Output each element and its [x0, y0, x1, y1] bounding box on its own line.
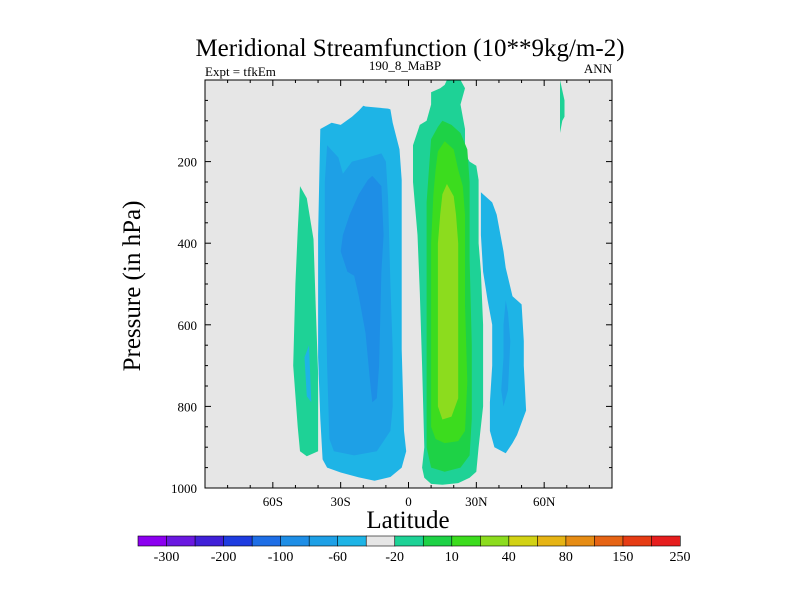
- colorbar-label: -300: [154, 550, 180, 565]
- x-tick-label: 30S: [331, 494, 351, 509]
- colorbar-label: 250: [670, 550, 691, 565]
- x-tick-label: 60N: [533, 494, 556, 509]
- colorbar-label: -60: [328, 550, 347, 565]
- plot-area: 60S 30S 0 30N 60N 200 400 600 800 1000: [171, 79, 613, 509]
- colorbar-swatch: [622, 535, 653, 547]
- colorbar-swatch: [280, 535, 310, 547]
- chart-subtitle-center: 190_8_MaBP: [369, 58, 441, 73]
- colorbar-label: -200: [211, 550, 237, 565]
- colorbar-label: -20: [385, 550, 404, 565]
- colorbar-swatch: [451, 535, 481, 547]
- y-tick-label: 1000: [171, 481, 197, 496]
- colorbar-swatch: [480, 535, 510, 547]
- y-axis-label: Pressure (in hPa): [119, 201, 146, 372]
- axis-ticks: 60S 30S 0 30N 60N 200 400 600 800 1000: [171, 79, 613, 509]
- x-tick-label: 30N: [465, 494, 488, 509]
- colorbar-swatch: [251, 535, 282, 547]
- contour-region: [560, 80, 565, 133]
- colorbar-label: 80: [559, 550, 573, 565]
- colorbar-swatch: [565, 535, 596, 547]
- colorbar-swatch: [137, 535, 168, 547]
- contour-region: [293, 186, 319, 457]
- colorbar-label: 10: [445, 550, 459, 565]
- chart-subtitle-right: ANN: [584, 61, 613, 76]
- y-tick-label: 600: [178, 318, 198, 333]
- x-tick-label: 60S: [263, 494, 283, 509]
- y-tick-label: 200: [178, 155, 198, 170]
- colorbar-swatch: [508, 535, 538, 547]
- colorbar-label: 150: [612, 550, 633, 565]
- x-tick-label: 0: [405, 494, 412, 509]
- colorbar-swatch: [337, 535, 367, 547]
- y-tick-label: 400: [178, 236, 198, 251]
- contour-region: [501, 300, 511, 407]
- x-axis-label: Latitude: [366, 507, 449, 534]
- contour-region: [340, 175, 384, 403]
- colorbar: -300 -200 -100 -60 -20 10 40 80 150 250: [137, 535, 691, 565]
- plot-background: [205, 80, 612, 488]
- contour-region: [480, 192, 527, 454]
- colorbar-swatch: [308, 535, 339, 547]
- colorbar-swatch: [223, 535, 253, 547]
- colorbar-swatch: [194, 535, 225, 547]
- colorbar-swatch: [365, 535, 396, 547]
- colorbar-label: 40: [502, 550, 516, 565]
- contour-region: [304, 345, 312, 403]
- colorbar-swatch: [422, 535, 453, 547]
- chart-title: Meridional Streamfunction (10**9kg/m-2): [195, 35, 624, 62]
- contour-region: [324, 145, 393, 456]
- contour-region: [437, 184, 459, 420]
- colorbar-label: -100: [268, 550, 294, 565]
- colorbar-swatch: [594, 535, 624, 547]
- colorbar-swatch: [394, 535, 424, 547]
- y-tick-label: 800: [178, 399, 198, 414]
- contour-regions: [293, 80, 565, 485]
- colorbar-swatch: [651, 535, 681, 547]
- colorbar-swatch: [166, 535, 196, 547]
- colorbar-swatch: [537, 535, 567, 547]
- chart-subtitle-left: Expt = tfkEm: [205, 64, 276, 79]
